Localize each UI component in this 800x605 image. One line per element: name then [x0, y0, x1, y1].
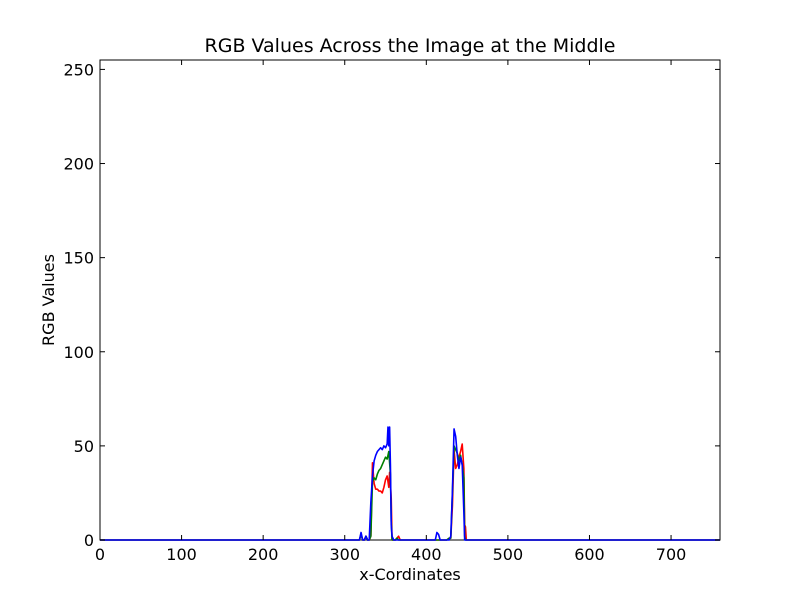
x-tick-label: 700: [656, 545, 687, 564]
y-tick-label: 200: [63, 155, 94, 174]
y-tick-label: 150: [63, 249, 94, 268]
x-tick-label: 600: [574, 545, 605, 564]
x-tick-label: 200: [248, 545, 279, 564]
y-tick-label: 50: [74, 437, 94, 456]
blue-channel-line: [100, 426, 720, 541]
x-tick-label: 400: [411, 545, 442, 564]
plot-area: [99, 59, 721, 541]
x-tick-label: 300: [329, 545, 360, 564]
x-tick-label: 100: [166, 545, 197, 564]
x-tick-label: 0: [95, 545, 105, 564]
tick-layer: 0 100 200 300 400 500 600 700 0 50 100 150 200 250: [63, 60, 720, 564]
y-tick-label: 250: [63, 60, 94, 79]
x-tick-label: 500: [493, 545, 524, 564]
chart-title: RGB Values Across the Image at the Middl…: [205, 35, 616, 57]
y-tick-label: 0: [84, 531, 94, 550]
y-tick-label: 100: [63, 343, 94, 362]
series-layer: [100, 426, 720, 541]
x-axis-label: x-Cordinates: [359, 565, 461, 584]
y-axis-label: RGB Values: [39, 254, 58, 346]
